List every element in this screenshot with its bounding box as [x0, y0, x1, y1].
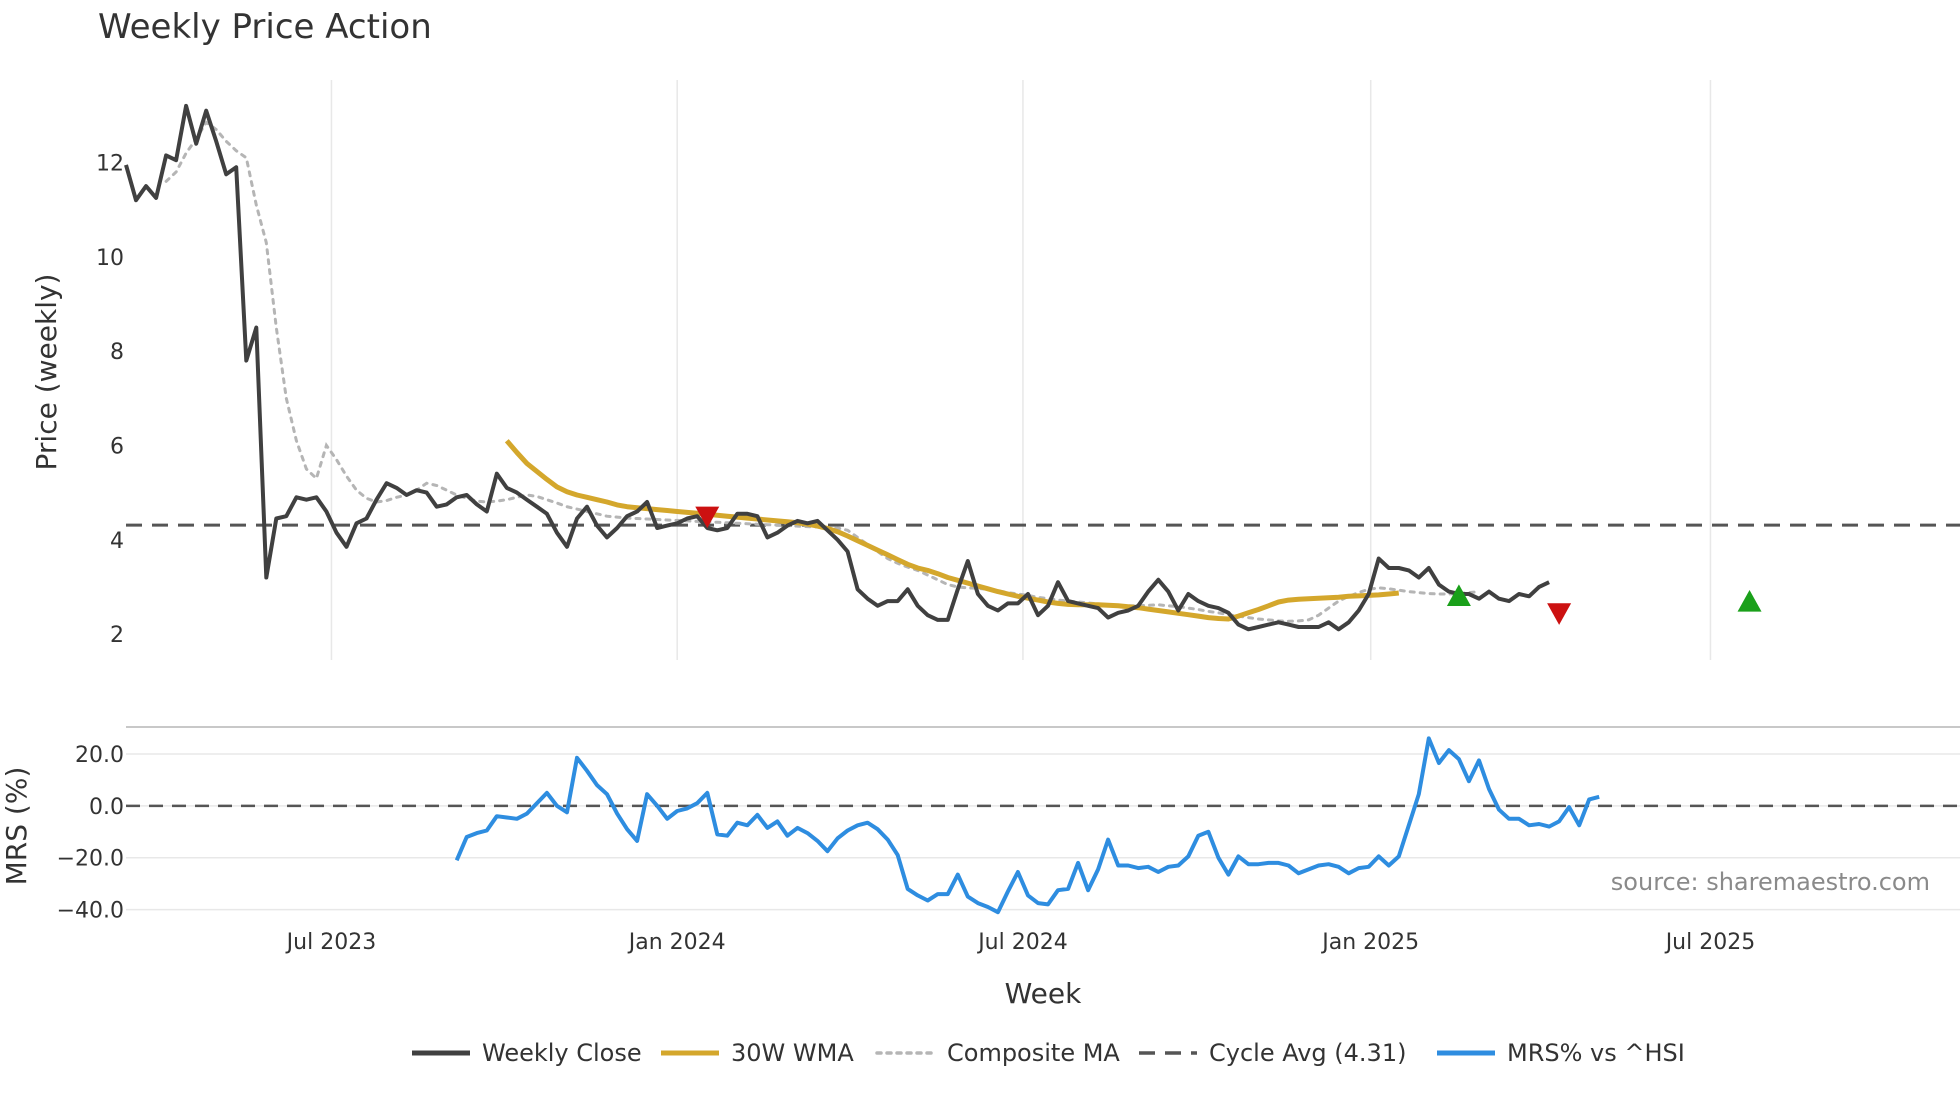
price-y-tick-label: 10	[96, 246, 124, 271]
price-y-tick-label: 8	[110, 340, 124, 365]
legend-label: 30W WMA	[731, 1039, 854, 1067]
sell-signal-marker	[695, 506, 720, 529]
x-tick-label: Jul 2023	[285, 930, 377, 955]
buy-signal-marker	[1446, 584, 1471, 606]
price-y-tick-label: 4	[110, 529, 124, 554]
mrs-y-axis-title: MRS (%)	[0, 767, 33, 886]
mrs-y-ticks: 20.0 0.0 −20.0 −40.0	[57, 743, 124, 924]
mrs-y-tick-label: 0.0	[89, 795, 124, 820]
wma-30w-line	[504, 439, 1400, 622]
x-tick-label: Jan 2024	[627, 930, 726, 955]
x-tick-label: Jul 2024	[976, 930, 1068, 955]
source-label: source: sharemaestro.com	[1611, 868, 1930, 896]
legend: Weekly Close 30W WMA Composite MA Cycle Avg…	[412, 1039, 1685, 1067]
mrs-y-tick-label: −40.0	[57, 899, 124, 924]
composite-ma-line	[164, 120, 1481, 623]
price-y-tick-label: 12	[96, 152, 124, 177]
weekly-close-line	[124, 103, 1550, 632]
legend-label: Weekly Close	[482, 1039, 642, 1067]
legend-label: Cycle Avg (4.31)	[1209, 1039, 1406, 1067]
price-gridlines	[330, 80, 1712, 660]
mrs-y-tick-label: 20.0	[75, 743, 124, 768]
sell-signal-marker	[1547, 603, 1572, 625]
x-ticks: Jul 2023 Jan 2024 Jul 2024 Jan 2025 Jul 2025	[285, 930, 1756, 955]
mrs-y-tick-label: −20.0	[57, 847, 124, 872]
x-tick-label: Jan 2025	[1320, 930, 1419, 955]
price-y-axis-title: Price (weekly)	[30, 274, 63, 471]
legend-label: MRS% vs ^HSI	[1507, 1039, 1685, 1067]
x-tick-label: Jul 2025	[1664, 930, 1756, 955]
signal-markers	[695, 506, 1762, 625]
buy-signal-marker	[1737, 590, 1762, 612]
price-y-ticks: 2 4 6 8 10 12	[96, 152, 124, 649]
price-y-tick-label: 2	[110, 623, 124, 648]
legend-label: Composite MA	[947, 1039, 1120, 1067]
mrs-line	[454, 736, 1600, 915]
chart-title: Weekly Price Action	[98, 7, 432, 47]
price-y-tick-label: 6	[110, 434, 124, 459]
x-axis-title: Week	[1005, 977, 1082, 1010]
